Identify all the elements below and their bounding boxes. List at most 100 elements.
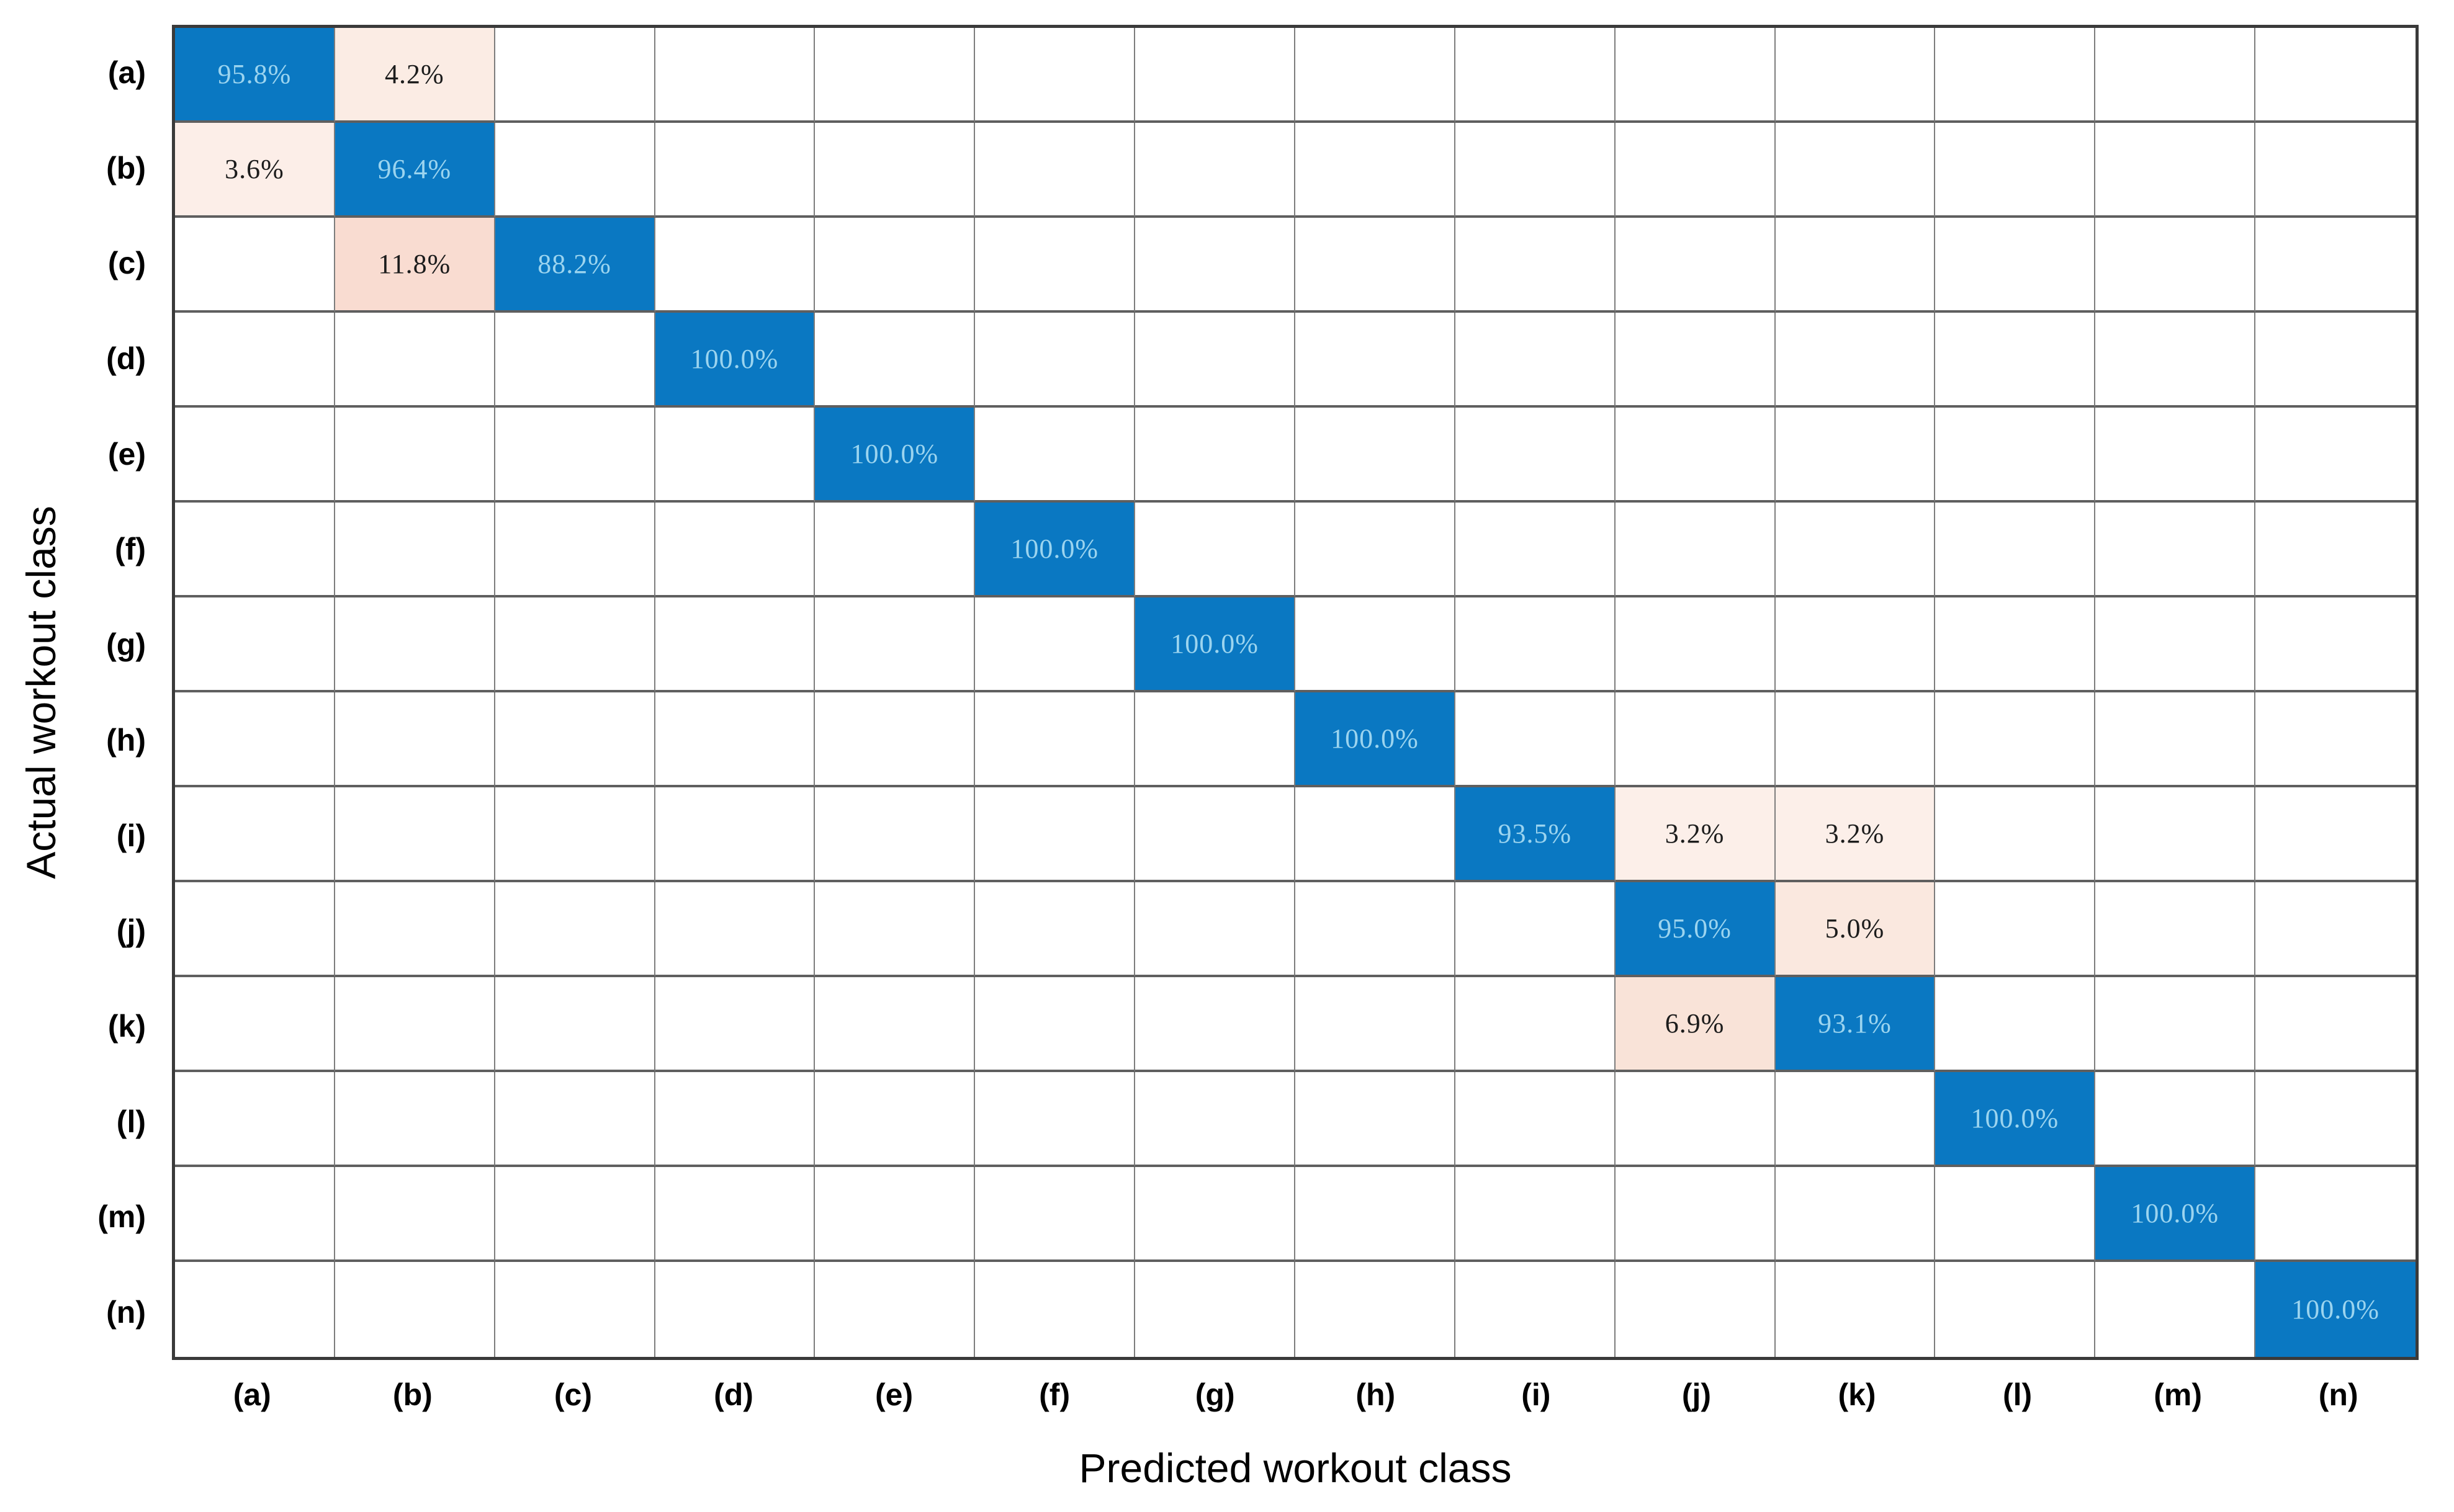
- matrix-cell: [655, 408, 816, 503]
- matrix-cell: [655, 503, 816, 597]
- matrix-cell: [815, 123, 976, 218]
- matrix-cell: [1455, 218, 1616, 313]
- matrix-cell: [2255, 882, 2416, 977]
- row-tick-label: (m): [97, 1199, 146, 1235]
- matrix-cell: 4.2%: [335, 28, 495, 123]
- matrix-cell: [1455, 503, 1616, 597]
- matrix-cell: 93.1%: [1775, 977, 1936, 1072]
- matrix-cell: 100.0%: [2255, 1262, 2416, 1357]
- matrix-cell: [2255, 28, 2416, 123]
- matrix-cell: [1135, 123, 1295, 218]
- matrix-cell: [815, 503, 976, 597]
- matrix-cell: [975, 408, 1136, 503]
- matrix-cell-value: 5.0%: [1825, 913, 1885, 944]
- matrix-cell: [1935, 692, 2096, 787]
- matrix-cell: [975, 28, 1136, 123]
- matrix-cell: [1935, 408, 2096, 503]
- matrix-cell: [335, 1167, 495, 1262]
- matrix-cell: 100.0%: [1135, 597, 1295, 692]
- matrix-cell-value: 100.0%: [850, 438, 939, 469]
- matrix-cell: [1295, 1262, 1455, 1357]
- confusion-matrix: 95.8% 4.2% 3.6% 96.4% 11.8% 88.2% 100.0% 100.0%…: [172, 25, 2419, 1360]
- matrix-cell-value: 3.2%: [1665, 818, 1725, 849]
- matrix-cell: [1935, 123, 2096, 218]
- matrix-cell: 11.8%: [335, 218, 495, 313]
- matrix-cell: 5.0%: [1775, 882, 1936, 977]
- matrix-cell: [1295, 503, 1455, 597]
- matrix-cell: 3.6%: [175, 123, 335, 218]
- matrix-cell: [335, 692, 495, 787]
- matrix-cell: [975, 692, 1136, 787]
- matrix-cell: [1615, 123, 1776, 218]
- matrix-cell: [1455, 882, 1616, 977]
- matrix-cell: [815, 313, 976, 408]
- col-tick-label: (i): [1521, 1377, 1551, 1412]
- matrix-cell: [975, 597, 1136, 692]
- matrix-cell: [175, 408, 335, 503]
- matrix-cell: [495, 408, 655, 503]
- matrix-cell-value: 95.0%: [1658, 913, 1732, 944]
- col-tick-label: (b): [392, 1377, 433, 1412]
- x-tick-labels: (a) (b) (c) (d) (e) (f) (g) (h) (i) (j) (k) (l) (m) (…: [172, 1362, 2419, 1427]
- matrix-cell: [1615, 1262, 1776, 1357]
- matrix-cell: [1455, 313, 1616, 408]
- matrix-cell: [1135, 1262, 1295, 1357]
- matrix-cell: 3.2%: [1775, 787, 1936, 882]
- matrix-cell-value: 100.0%: [1010, 533, 1099, 564]
- row-tick-label: (c): [107, 246, 146, 281]
- matrix-cell: [1295, 1072, 1455, 1167]
- matrix-cell: [975, 1167, 1136, 1262]
- matrix-cell: [2095, 218, 2256, 313]
- matrix-cell: [1775, 503, 1936, 597]
- matrix-cell-value: 100.0%: [1171, 628, 1259, 659]
- matrix-cell: [495, 313, 655, 408]
- matrix-cell: [1455, 1262, 1616, 1357]
- col-tick-label: (c): [554, 1377, 592, 1412]
- matrix-cell: [175, 692, 335, 787]
- matrix-cell: [1935, 28, 2096, 123]
- matrix-cell: [815, 787, 976, 882]
- matrix-cell: [1455, 597, 1616, 692]
- matrix-cell: [175, 597, 335, 692]
- matrix-cell: [175, 218, 335, 313]
- matrix-cell: [1775, 313, 1936, 408]
- matrix-cell: [175, 1072, 335, 1167]
- matrix-cell: 100.0%: [1935, 1072, 2096, 1167]
- matrix-cell: 88.2%: [495, 218, 655, 313]
- matrix-cell: [655, 218, 816, 313]
- matrix-cell-value: 100.0%: [1971, 1103, 2059, 1134]
- matrix-cell: [655, 123, 816, 218]
- matrix-cell: [1135, 882, 1295, 977]
- matrix-cell: [1615, 1167, 1776, 1262]
- matrix-cell: [1295, 787, 1455, 882]
- col-tick-label: (k): [1838, 1377, 1876, 1412]
- matrix-cell: [335, 408, 495, 503]
- matrix-cell: [1135, 408, 1295, 503]
- matrix-cell: [175, 503, 335, 597]
- row-tick-label: (i): [116, 818, 146, 853]
- matrix-cell: [175, 977, 335, 1072]
- row-tick-label: (h): [106, 722, 146, 758]
- matrix-cell: [335, 597, 495, 692]
- matrix-cell: [335, 882, 495, 977]
- matrix-cell: [1935, 313, 2096, 408]
- matrix-cell: [2095, 692, 2256, 787]
- matrix-cell: [1295, 882, 1455, 977]
- matrix-cell: [815, 882, 976, 977]
- col-tick-label: (g): [1195, 1377, 1235, 1412]
- matrix-cell: [1775, 1167, 1936, 1262]
- matrix-cell: [175, 1167, 335, 1262]
- matrix-cell-value: 96.4%: [377, 153, 452, 184]
- row-tick-label: (b): [106, 150, 146, 186]
- matrix-cell: [1775, 597, 1936, 692]
- col-tick-label: (h): [1355, 1377, 1396, 1412]
- matrix-cell: [2095, 503, 2256, 597]
- matrix-cell: [975, 787, 1136, 882]
- row-tick-label: (g): [106, 627, 146, 663]
- matrix-cell-value: 93.5%: [1498, 818, 1572, 849]
- matrix-cell: 95.0%: [1615, 882, 1776, 977]
- matrix-cell: [1775, 218, 1936, 313]
- matrix-cell-value: 100.0%: [1331, 723, 1419, 754]
- matrix-cell: [2095, 1072, 2256, 1167]
- matrix-cell: [2255, 408, 2416, 503]
